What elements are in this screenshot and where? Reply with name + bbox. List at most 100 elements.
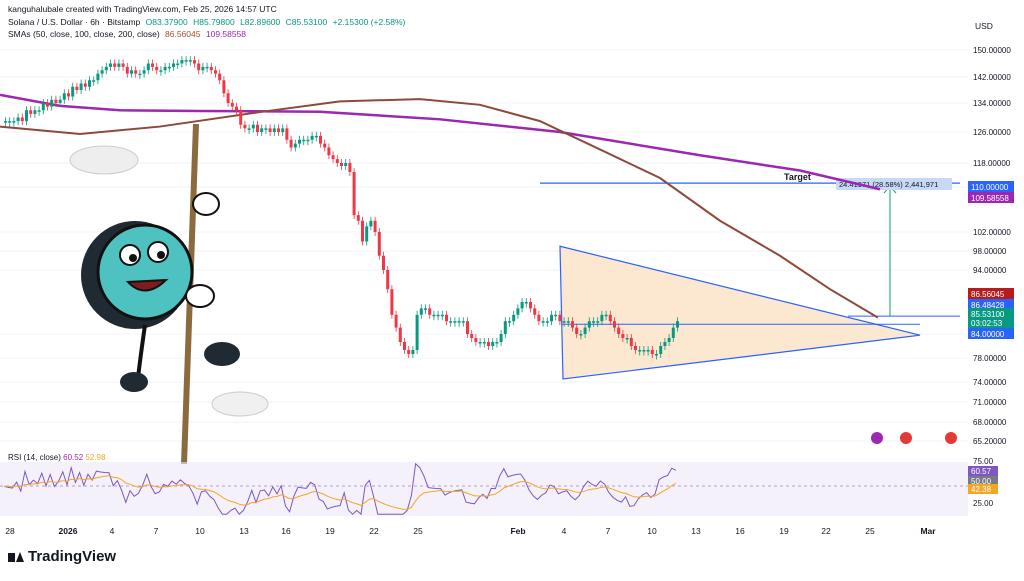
candle	[41, 103, 45, 111]
tradingview-logo-icon	[8, 551, 24, 562]
sma-legend: SMAs (50, close, 100, close, 200, close)…	[8, 29, 249, 39]
candle	[629, 338, 633, 346]
x-tick-label: 19	[325, 526, 335, 536]
rsi-tag-box	[968, 484, 998, 494]
candle	[524, 302, 528, 304]
x-tick-label: 22	[821, 526, 831, 536]
candle	[466, 321, 469, 334]
candle	[470, 334, 474, 338]
price-tag-box	[968, 317, 1014, 328]
candle	[655, 354, 658, 356]
candle	[104, 66, 108, 71]
candle	[440, 314, 444, 317]
candle	[163, 66, 167, 71]
candle	[222, 80, 226, 94]
candle	[541, 321, 545, 323]
candle	[344, 163, 348, 166]
candle	[516, 308, 520, 315]
sma-value-1: 86.56045	[165, 29, 201, 39]
candle	[356, 215, 360, 221]
candle	[92, 80, 96, 82]
candle	[415, 314, 419, 350]
candle	[474, 338, 478, 342]
candle	[37, 110, 41, 112]
candle	[142, 70, 146, 74]
candle	[676, 321, 679, 328]
rsi-tag-label: 50.00	[971, 477, 992, 486]
candle	[226, 93, 230, 103]
rsi-line	[3, 462, 677, 516]
coin-face-icon	[96, 223, 194, 321]
candle	[449, 321, 453, 323]
candle	[377, 232, 381, 256]
candle	[487, 342, 490, 346]
candle	[264, 128, 268, 130]
candle	[235, 106, 238, 111]
candle	[583, 327, 587, 334]
candle	[407, 350, 411, 354]
rsi-legend: RSI (14, close) 60.52 52.98	[8, 453, 105, 462]
eye-icon	[119, 244, 141, 266]
chart-credit: kanguhalubale created with TradingView.c…	[8, 4, 277, 14]
candle	[113, 63, 117, 67]
rsi-ma-line	[3, 475, 677, 510]
candle	[503, 321, 507, 334]
candle	[424, 308, 427, 310]
candle	[251, 124, 255, 129]
candle	[663, 342, 667, 346]
y-tick-label: 98.00000	[973, 247, 1007, 256]
currency-label: USD	[975, 21, 993, 31]
x-tick-label: 28	[5, 526, 15, 536]
price-tag-box	[968, 192, 1014, 203]
candle	[482, 342, 486, 344]
candle	[146, 63, 150, 71]
candle	[604, 314, 608, 317]
candle	[495, 342, 499, 344]
rsi-tag-box	[968, 476, 998, 486]
price-tag-box	[968, 181, 1014, 192]
candle	[155, 66, 159, 71]
leg-icon	[136, 324, 147, 379]
candle	[298, 139, 301, 144]
candle	[613, 321, 616, 328]
candle	[621, 334, 625, 338]
rsi-tick-label: 75.00	[973, 457, 994, 466]
x-tick-label: 25	[865, 526, 875, 536]
candle	[571, 321, 574, 328]
candle	[361, 220, 364, 242]
candle	[520, 302, 524, 309]
candle	[256, 124, 259, 132]
price-tag-box	[968, 328, 1014, 339]
flag-icon	[945, 432, 957, 444]
candle	[650, 350, 654, 354]
cloud-icon	[69, 145, 139, 175]
candle	[558, 314, 562, 322]
candle	[214, 70, 217, 74]
candle	[272, 128, 276, 132]
y-tick-label: 126.00000	[973, 128, 1011, 137]
flag-icon	[900, 432, 912, 444]
rsi-band	[0, 462, 968, 516]
candle	[600, 314, 604, 322]
candles-group	[4, 56, 679, 360]
candle	[260, 128, 264, 132]
shoe-icon	[120, 372, 148, 392]
candle	[306, 139, 310, 142]
price-tag-box	[968, 288, 1014, 299]
candle	[533, 308, 537, 315]
y-tick-label: 94.00000	[973, 266, 1007, 275]
measure-label: 24.41971 (28.58%) 2,441,971	[839, 180, 938, 189]
candle	[508, 321, 511, 323]
candle	[348, 163, 352, 172]
high-value: H85.79800	[193, 17, 235, 27]
candle	[205, 66, 209, 69]
candle	[184, 60, 188, 62]
y-tick-label: 78.00000	[973, 354, 1007, 363]
x-tick-label: 7	[154, 526, 159, 536]
candle	[138, 73, 142, 76]
y-tick-label: 68.00000	[973, 418, 1007, 427]
candle	[545, 321, 549, 323]
candle	[29, 110, 33, 114]
